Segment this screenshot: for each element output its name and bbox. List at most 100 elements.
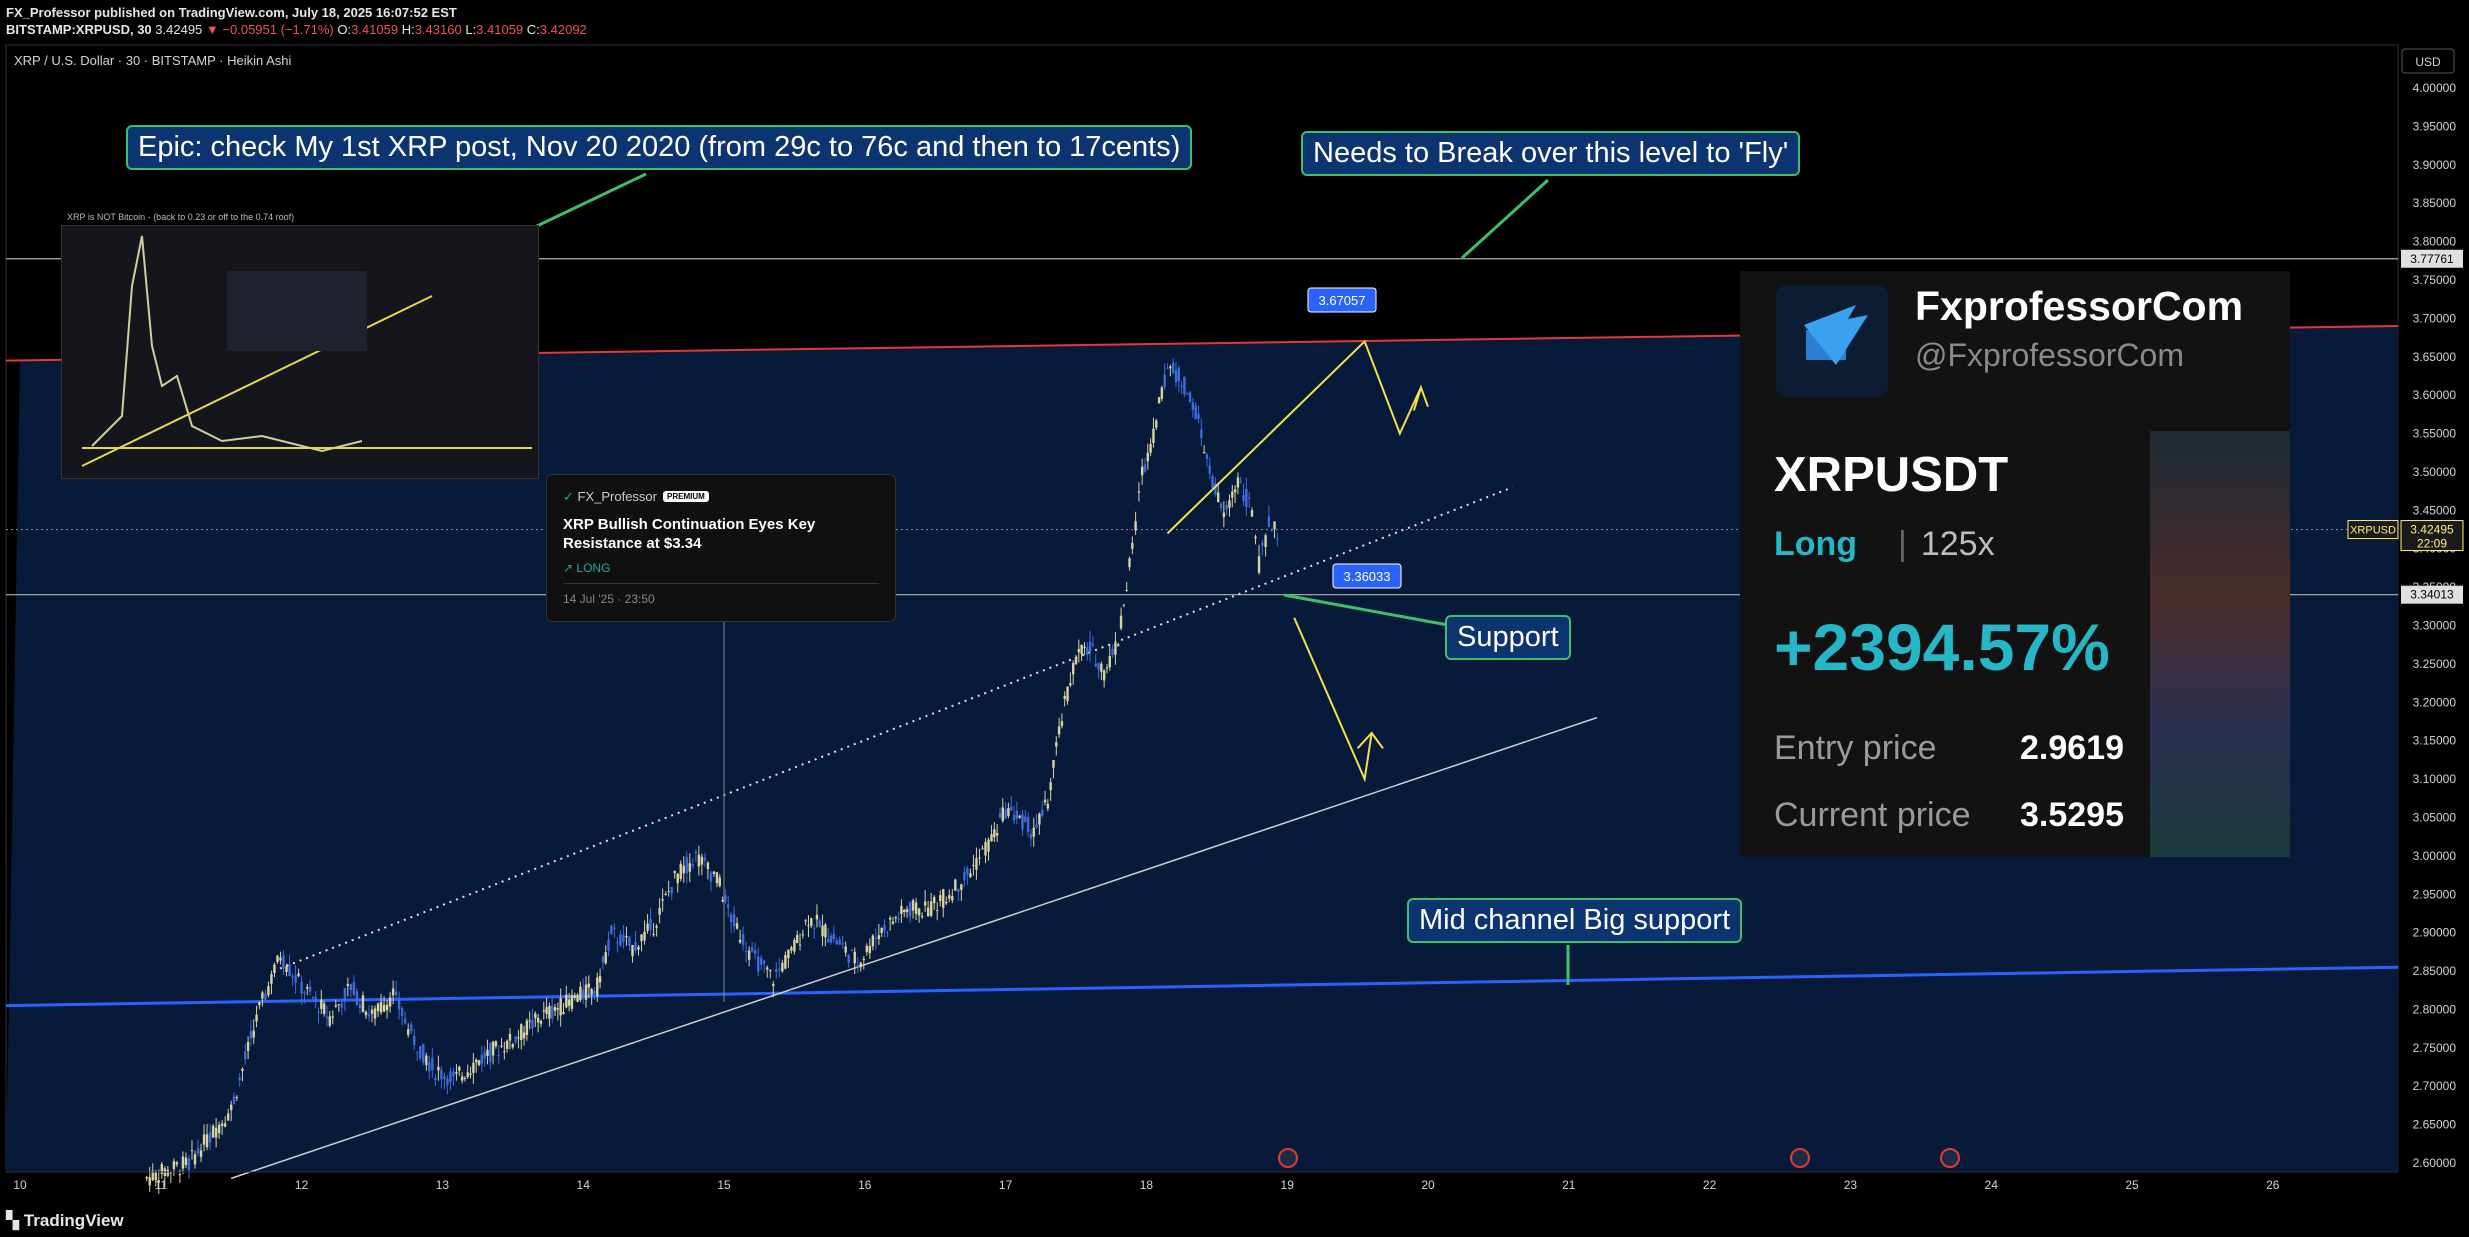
- candle-body: [434, 1077, 437, 1081]
- symbol-label: XRPUSD: [2350, 525, 2396, 537]
- candle-body: [747, 950, 751, 960]
- candle-body: [625, 936, 628, 938]
- price-timer: 22:09: [2417, 537, 2447, 551]
- x-tick-16: 16: [858, 1178, 872, 1192]
- event-icon-0[interactable]: [1278, 1148, 1298, 1168]
- candle-body: [1261, 542, 1264, 546]
- candle-body: [1029, 834, 1033, 839]
- candle-body: [291, 976, 294, 978]
- bull-projection-arrow: [1166, 339, 1422, 535]
- candle-body: [891, 921, 895, 924]
- candle-body: [1186, 393, 1189, 395]
- candle-body: [1273, 521, 1276, 530]
- candle-body: [238, 1077, 241, 1081]
- event-icon-2[interactable]: [1940, 1148, 1960, 1168]
- currency-button[interactable]: USD: [2415, 55, 2441, 69]
- y-tick: 3.15000: [2413, 734, 2457, 748]
- candle-body: [536, 1017, 540, 1023]
- candle-body: [804, 920, 807, 922]
- candle-body: [631, 944, 634, 957]
- candle-body: [294, 975, 297, 983]
- candle-body: [584, 984, 588, 1000]
- candle-body: [446, 1078, 449, 1085]
- candle-body: [246, 1041, 250, 1051]
- candle-body: [838, 939, 841, 945]
- candle-body: [697, 854, 701, 867]
- last-price: 3.42495: [155, 22, 203, 37]
- candle-body: [517, 1037, 520, 1039]
- promo-brand: FxprofessorCom: [1915, 283, 2244, 329]
- candle-body: [735, 923, 739, 929]
- candle-body: [1188, 392, 1192, 403]
- tradingview-logo[interactable]: ▚ TradingView: [6, 1211, 124, 1230]
- candle-body: [643, 931, 646, 941]
- x-tick-22: 22: [1703, 1178, 1717, 1192]
- candle-body: [1267, 516, 1271, 527]
- candle-body: [1197, 413, 1200, 419]
- candle-body: [486, 1049, 489, 1056]
- candle-body: [694, 851, 698, 854]
- candle-body: [320, 999, 323, 1009]
- event-icon-1[interactable]: [1790, 1148, 1810, 1168]
- candle-body: [1180, 385, 1183, 387]
- y-tick: 4.00000: [2413, 81, 2457, 95]
- candle-body: [431, 1057, 434, 1071]
- candle-body: [469, 1073, 472, 1075]
- candle-body: [658, 908, 661, 915]
- price-label-box-2: [2401, 585, 2463, 604]
- bull-arrow-head: [1412, 384, 1429, 411]
- candle-body: [385, 1004, 389, 1011]
- candle-body: [1063, 695, 1066, 700]
- candle-body: [969, 873, 972, 878]
- candle-body: [1200, 429, 1203, 438]
- candle-body: [514, 1036, 517, 1043]
- chart-label-box-0: [1307, 287, 1377, 313]
- candle-body: [534, 1013, 537, 1019]
- candle-body: [317, 1011, 320, 1013]
- currency-button-box[interactable]: [2401, 48, 2455, 74]
- candle-body: [1143, 464, 1147, 472]
- candle-body: [926, 907, 930, 917]
- y-tick: 3.65000: [2413, 350, 2457, 364]
- candle-body: [1055, 742, 1058, 747]
- y-tick: 3.20000: [2413, 695, 2457, 709]
- candle-body: [346, 984, 350, 986]
- candle-body: [923, 901, 927, 906]
- y-tick: 2.75000: [2413, 1041, 2457, 1055]
- candle-body: [1208, 465, 1211, 474]
- lower-channel-line: [230, 716, 1598, 1180]
- candle-body: [619, 934, 622, 947]
- candle-body: [458, 1066, 461, 1071]
- candle-body: [835, 940, 838, 945]
- candle-body: [868, 946, 872, 954]
- candle-body: [993, 829, 996, 838]
- candle-body: [1257, 556, 1261, 573]
- x-tick-13: 13: [436, 1178, 450, 1192]
- candle-body: [208, 1132, 212, 1143]
- y-tick: 3.05000: [2413, 810, 2457, 824]
- candle-body: [1069, 683, 1072, 686]
- candle-body: [443, 1076, 446, 1079]
- candle-body: [724, 895, 727, 902]
- y-tick: 3.85000: [2413, 196, 2457, 210]
- candle-body: [703, 857, 707, 861]
- candle-body: [847, 954, 850, 963]
- candle-body: [801, 934, 805, 936]
- candle-body: [308, 986, 312, 992]
- candle-body: [721, 900, 724, 902]
- candle-body: [258, 1002, 261, 1006]
- y-tick: 2.85000: [2413, 964, 2457, 978]
- candle-body: [856, 964, 859, 967]
- idea-title: XRP Bullish Continuation Eyes Key Resist…: [563, 516, 816, 552]
- candle-body: [911, 900, 915, 911]
- candle-body: [1134, 521, 1137, 531]
- x-tick-12: 12: [295, 1178, 309, 1192]
- idea-card[interactable]: ✓ FX_Professor PREMIUM XRP Bullish Contin…: [546, 474, 896, 622]
- candle-body: [497, 1054, 500, 1056]
- candle-body: [565, 994, 568, 1008]
- candle-body: [1035, 824, 1038, 828]
- candle-body: [1219, 503, 1223, 509]
- candle-body: [220, 1123, 224, 1126]
- candle-body: [1038, 813, 1041, 825]
- candle-body: [1191, 402, 1195, 410]
